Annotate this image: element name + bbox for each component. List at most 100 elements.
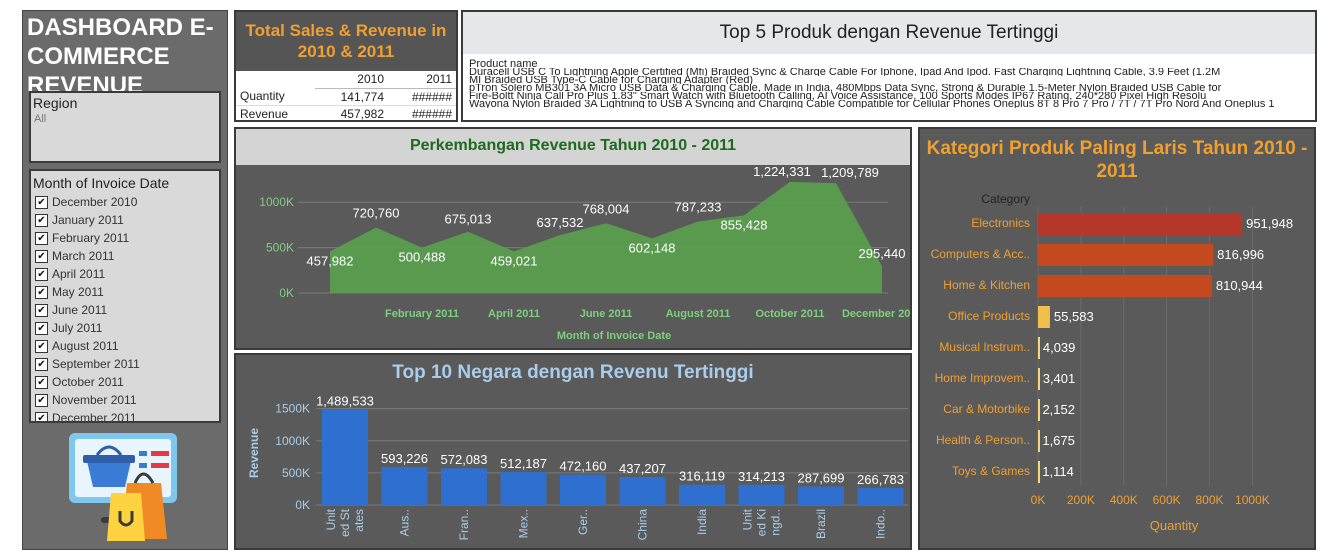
month-option[interactable]: ✔ January 2011 bbox=[31, 211, 219, 229]
product-row[interactable]: MI Braided USB Type-C Cable for Charging… bbox=[469, 76, 754, 84]
month-option-label: January 2011 bbox=[52, 213, 124, 227]
top10-countries-panel: Top 10 Negara dengan Revenu Tertinggi 0K… bbox=[234, 353, 912, 550]
month-option[interactable]: ✔ December 2010 bbox=[31, 193, 219, 211]
x-tick-label: February 2011 bbox=[385, 308, 459, 320]
month-option[interactable]: ✔ March 2011 bbox=[31, 247, 219, 265]
data-label: 810,944 bbox=[1216, 278, 1263, 293]
bar bbox=[1038, 244, 1214, 266]
checkbox-checked-icon[interactable]: ✔ bbox=[35, 339, 48, 353]
month-option[interactable]: ✔ May 2011 bbox=[31, 283, 219, 301]
x-tick-label: April 2011 bbox=[488, 308, 540, 320]
revenue-area-chart[interactable]: 0K 500K 1000K 457,982 720,760 500,488 675,013 4… bbox=[236, 164, 922, 348]
x-tick-label: Ger.. bbox=[576, 509, 590, 535]
category-bar-chart[interactable]: Category 0K 200K 400K 600K 800K 1000K Electroni… bbox=[920, 189, 1314, 548]
month-option-label: December 2010 bbox=[52, 195, 138, 209]
x-tick-label: ates bbox=[352, 509, 366, 532]
checkbox-checked-icon[interactable]: ✔ bbox=[35, 321, 48, 335]
data-label: 266,783 bbox=[857, 472, 904, 487]
data-label: 855,428 bbox=[721, 217, 768, 232]
checkbox-checked-icon[interactable]: ✔ bbox=[35, 285, 48, 299]
category-label: Electronics bbox=[971, 216, 1030, 230]
checkbox-checked-icon[interactable]: ✔ bbox=[35, 249, 48, 263]
checkbox-checked-icon[interactable]: ✔ bbox=[35, 195, 48, 209]
data-label: 295,440 bbox=[859, 246, 906, 261]
month-option-label: September 2011 bbox=[52, 357, 140, 371]
data-label: 1,224,331 bbox=[753, 165, 811, 179]
product-row[interactable]: Wayona Nylon Braided 3A Lightning to USB… bbox=[469, 100, 1275, 108]
data-label: 512,187 bbox=[500, 456, 547, 471]
y-tick-label: 1500K bbox=[275, 402, 310, 416]
month-filter[interactable]: Month of Invoice Date ✔ December 2010 ✔ Jan… bbox=[29, 169, 221, 423]
x-tick-label: Aus.. bbox=[398, 509, 412, 536]
data-label: 287,699 bbox=[798, 471, 845, 486]
month-option[interactable]: ✔ November 2011 bbox=[31, 391, 219, 409]
data-label: 457,982 bbox=[307, 253, 354, 268]
month-option[interactable]: ✔ August 2011 bbox=[31, 337, 219, 355]
y-tick-label: 500K bbox=[282, 466, 310, 480]
product-row[interactable]: Fire-Boltt Ninja Call Pro Plus 1.83" Sma… bbox=[469, 92, 1207, 100]
data-label: 768,004 bbox=[583, 201, 630, 216]
data-label: 593,226 bbox=[381, 451, 428, 466]
checkbox-checked-icon[interactable]: ✔ bbox=[35, 267, 48, 281]
checkbox-checked-icon[interactable]: ✔ bbox=[35, 375, 48, 389]
checkbox-checked-icon[interactable]: ✔ bbox=[35, 393, 48, 407]
bar bbox=[738, 484, 785, 505]
x-tick-label: ed Ki bbox=[755, 509, 769, 536]
month-option[interactable]: ✔ April 2011 bbox=[31, 265, 219, 283]
data-label: 3,401 bbox=[1043, 371, 1076, 386]
category-label: Health & Person.. bbox=[936, 433, 1030, 447]
data-label: 4,039 bbox=[1043, 340, 1076, 355]
revenue-trend-title: Perkembangan Revenue Tahun 2010 - 2011 bbox=[236, 129, 910, 165]
bar bbox=[1038, 430, 1040, 452]
month-option[interactable]: ✔ July 2011 bbox=[31, 319, 219, 337]
top5-title: Top 5 Produk dengan Revenue Tertinggi bbox=[463, 12, 1315, 54]
x-tick-label: 1000K bbox=[1235, 493, 1270, 507]
checkbox-checked-icon[interactable]: ✔ bbox=[35, 213, 48, 227]
category-header: Category bbox=[981, 192, 1030, 206]
region-filter-label: Region bbox=[33, 95, 78, 111]
ecommerce-shopping-icon bbox=[67, 431, 187, 545]
top10-countries-title: Top 10 Negara dengan Revenu Tertinggi bbox=[236, 355, 910, 391]
bar bbox=[1038, 368, 1040, 390]
y-tick-label: 1000K bbox=[275, 434, 310, 448]
bar bbox=[500, 472, 547, 505]
x-tick-label: December 2011 bbox=[842, 308, 910, 320]
month-option[interactable]: ✔ February 2011 bbox=[31, 229, 219, 247]
checkbox-checked-icon[interactable]: ✔ bbox=[35, 357, 48, 371]
month-option[interactable]: ✔ October 2011 bbox=[31, 373, 219, 391]
month-option[interactable]: ✔ September 2011 bbox=[31, 355, 219, 373]
checkbox-checked-icon[interactable]: ✔ bbox=[35, 411, 48, 421]
row-label-revenue: Revenue bbox=[240, 106, 289, 121]
data-label: 637,532 bbox=[537, 215, 584, 230]
quantity-2010: 141,774 bbox=[340, 89, 384, 104]
table-row: Quantity 141,774 ###### bbox=[236, 88, 456, 105]
checkbox-checked-icon[interactable]: ✔ bbox=[35, 231, 48, 245]
month-option-label: June 2011 bbox=[52, 303, 108, 317]
checkbox-checked-icon[interactable]: ✔ bbox=[35, 303, 48, 317]
month-option-label: March 2011 bbox=[52, 249, 115, 263]
x-tick-label: Mex.. bbox=[517, 509, 531, 538]
top5-products-panel: Top 5 Produk dengan Revenue Tertinggi Pr… bbox=[461, 10, 1317, 122]
category-label: Musical Instrum.. bbox=[939, 340, 1030, 354]
month-filter-label: Month of Invoice Date bbox=[33, 175, 170, 191]
x-tick-label: Indo.. bbox=[874, 509, 888, 539]
bar bbox=[1038, 213, 1243, 235]
month-option-label: November 2011 bbox=[52, 393, 137, 407]
month-option[interactable]: ✔ June 2011 bbox=[31, 301, 219, 319]
category-label: Car & Motorbike bbox=[943, 402, 1030, 416]
category-label: Home & Kitchen bbox=[943, 278, 1030, 292]
region-filter-value[interactable]: All bbox=[34, 113, 47, 125]
data-label: 1,114 bbox=[1042, 464, 1074, 479]
revenue-trend-panel: Perkembangan Revenue Tahun 2010 - 2011 0… bbox=[234, 127, 922, 350]
data-label: 602,148 bbox=[629, 240, 676, 255]
month-option-label: August 2011 bbox=[52, 339, 119, 353]
bar bbox=[619, 476, 666, 505]
data-label: 316,119 bbox=[679, 469, 725, 484]
month-option-label: May 2011 bbox=[52, 285, 104, 299]
region-filter[interactable]: Region All bbox=[29, 91, 221, 163]
month-option[interactable]: ✔ December 2011 bbox=[31, 409, 219, 421]
product-row[interactable]: pTron Solero MB301 3A Micro USB Data & C… bbox=[469, 84, 1222, 92]
product-row[interactable]: Duracell USB C To Lightning Apple Certif… bbox=[469, 68, 1221, 76]
x-tick-label: Unit bbox=[741, 508, 755, 530]
